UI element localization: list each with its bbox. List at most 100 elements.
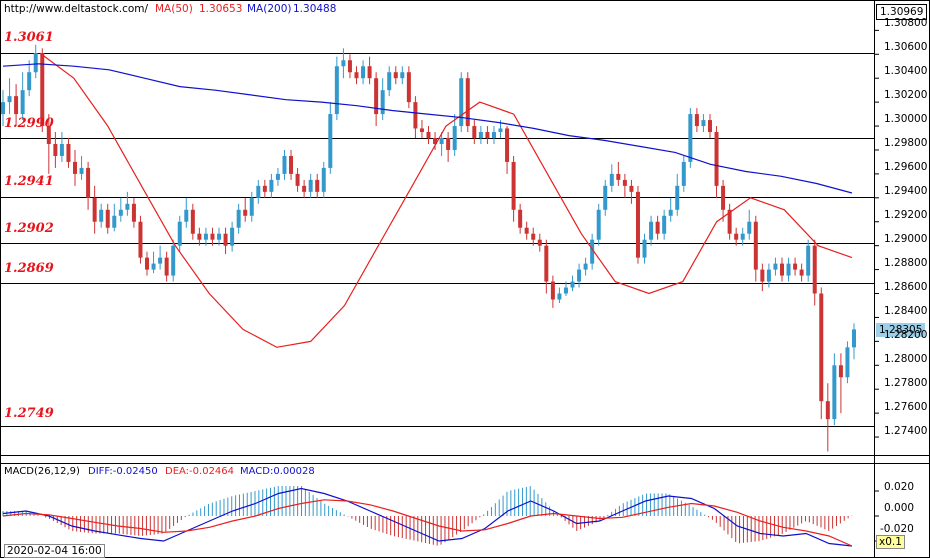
price-tick: 1.30800	[884, 17, 928, 29]
site-url: http://www.deltastock.com/	[4, 3, 149, 15]
candle-body	[295, 173, 300, 186]
candle-body	[46, 126, 51, 144]
candle-body	[518, 209, 523, 228]
candle-body	[498, 128, 503, 133]
ma50-label: MA(50)	[155, 3, 193, 15]
candle-body	[439, 138, 444, 144]
candle-body	[491, 132, 496, 139]
level-label-5: 1.2869	[4, 261, 54, 276]
candle-body	[766, 269, 771, 282]
candle-body	[217, 233, 222, 240]
candle-body	[243, 209, 248, 216]
current-price-box: 1.28305	[876, 323, 926, 337]
price-tick: 1.30400	[884, 65, 928, 77]
candle-body	[1, 102, 5, 115]
price-tick: 1.28800	[884, 257, 928, 269]
candle-body	[629, 185, 634, 192]
price-tick: 1.29800	[884, 137, 928, 149]
candle-body	[465, 78, 470, 127]
candle-body	[112, 215, 117, 228]
price-tick: 1.29200	[884, 209, 928, 221]
candle-body	[177, 221, 182, 246]
price-tick: 1.27600	[884, 401, 928, 413]
candle-body	[131, 203, 136, 222]
macd-diff-line	[2, 487, 853, 547]
last-high-price-box: 1.30969	[876, 4, 928, 20]
candle-body	[511, 161, 516, 210]
level-label-4: 1.2902	[4, 221, 54, 236]
candle-body	[210, 233, 215, 240]
candle-body	[753, 221, 758, 270]
candle-body	[164, 257, 169, 276]
candle-body	[387, 72, 392, 91]
candle-body	[315, 179, 320, 192]
candle-body	[426, 132, 431, 139]
candle-body	[616, 173, 621, 180]
candle-body	[118, 209, 123, 216]
price-tick: 1.30600	[884, 41, 928, 53]
date-label: 2020-02-04 16:00	[4, 544, 105, 558]
candle-body	[649, 221, 654, 240]
candle-body	[361, 66, 366, 79]
candle-body	[825, 401, 830, 420]
candle-body	[590, 239, 595, 264]
price-tick: 1.27800	[884, 377, 928, 389]
macd-dea-label: DEA:-0.02464	[165, 466, 235, 477]
candle-body	[289, 155, 294, 174]
candle-body	[838, 365, 843, 378]
candle-body	[158, 257, 163, 264]
candle-body	[583, 263, 588, 270]
candle-body	[354, 72, 359, 79]
candle-body	[459, 78, 464, 127]
candle-body	[452, 126, 457, 150]
price-tick: 1.28000	[884, 353, 928, 365]
candle-body	[269, 179, 274, 192]
candle-body	[92, 197, 97, 222]
candle-body	[531, 233, 536, 240]
candle-body	[308, 179, 313, 192]
ma50-line	[39, 52, 853, 348]
candle-body	[721, 185, 726, 210]
candle-body	[40, 53, 45, 127]
candle-body	[433, 138, 438, 144]
candle-body	[655, 221, 660, 234]
level-label-6: 1.2749	[4, 406, 54, 421]
candle-body	[537, 239, 542, 246]
candle-body	[662, 215, 667, 234]
candle-body	[256, 185, 261, 198]
candle-body	[27, 72, 32, 91]
level-label-2: 1.2990	[4, 116, 54, 131]
candle-body	[302, 185, 307, 192]
macd-tick: -0.020	[880, 523, 914, 535]
scale-label[interactable]: x0.1	[876, 535, 905, 549]
candle-body	[282, 155, 287, 174]
candle-body	[740, 233, 745, 240]
candle-body	[86, 167, 91, 198]
candle-body	[184, 209, 189, 222]
candle-body	[707, 120, 712, 133]
candle-body	[675, 185, 680, 210]
candle-body	[190, 209, 195, 234]
candle-body	[570, 281, 575, 288]
candle-body	[668, 209, 673, 216]
candle-body	[262, 185, 267, 192]
candle-body	[151, 263, 156, 270]
candle-body	[20, 90, 25, 115]
macd-value-label: MACD:0.00028	[240, 466, 315, 477]
price-tick: 1.30000	[884, 113, 928, 125]
candle-body	[714, 132, 719, 186]
candle-body	[413, 102, 418, 129]
price-tick: 1.27400	[884, 425, 928, 437]
candle-body	[328, 114, 333, 168]
macd-title: MACD(26,12,9)	[4, 466, 80, 477]
candle-body	[806, 245, 811, 276]
candle-body	[334, 66, 339, 115]
macd-tick: 0.020	[884, 481, 915, 493]
candle-body	[786, 263, 791, 276]
candle-body	[472, 126, 477, 139]
candle-body	[446, 138, 451, 150]
candle-body	[125, 203, 130, 210]
candle-body	[485, 132, 490, 139]
candle-body	[760, 269, 765, 282]
